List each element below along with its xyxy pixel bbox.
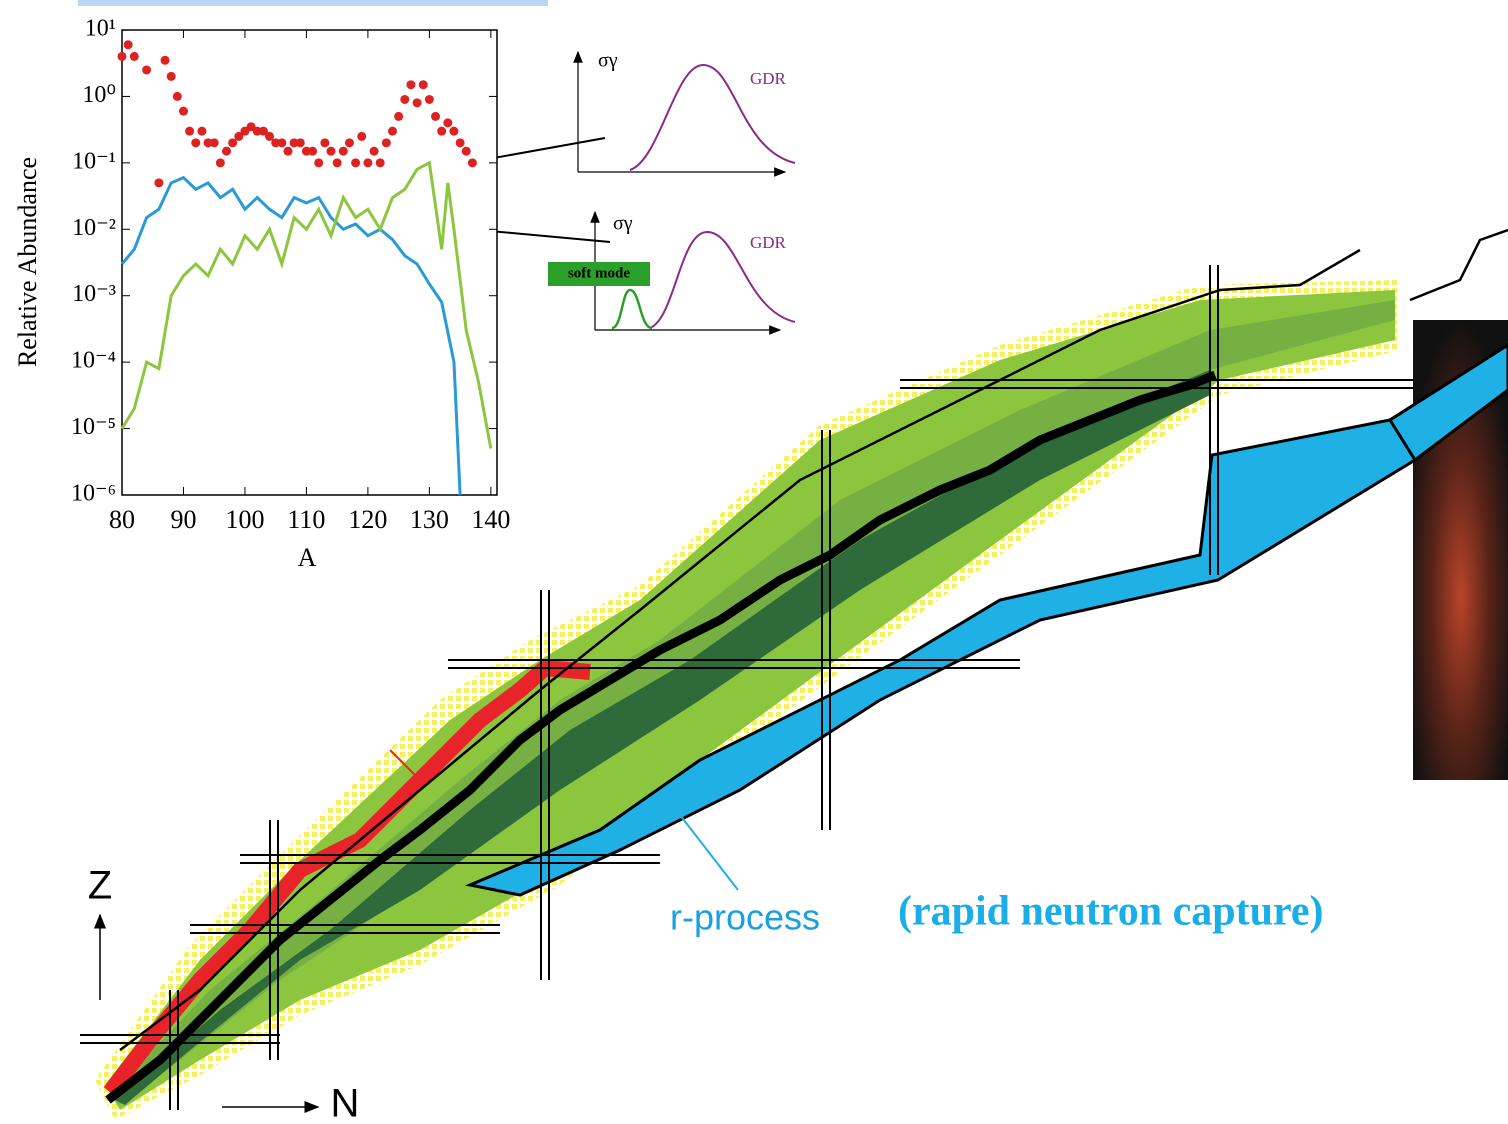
data-point xyxy=(191,138,201,148)
data-point xyxy=(228,138,238,148)
x-tick-label: 110 xyxy=(287,505,325,534)
data-point xyxy=(455,138,465,148)
n-label: N xyxy=(331,1082,360,1124)
data-point xyxy=(283,146,293,156)
stable-band xyxy=(105,290,1395,1110)
data-point xyxy=(117,51,127,61)
data-point xyxy=(406,80,416,90)
data-point xyxy=(129,51,139,61)
inset-ylabel: σγ xyxy=(598,50,618,72)
blue-r-process-tip xyxy=(1387,343,1508,463)
data-point xyxy=(166,71,176,81)
data-point xyxy=(357,131,367,141)
inset-ylabel: σγ xyxy=(613,213,633,235)
data-point xyxy=(424,94,434,104)
x-tick-label: 140 xyxy=(471,505,510,534)
y-tick-label: 10⁻¹ xyxy=(72,148,116,174)
data-point xyxy=(437,126,447,136)
data-point xyxy=(301,146,311,156)
data-point xyxy=(265,131,275,141)
y-tick-label: 10⁰ xyxy=(82,82,116,108)
data-point xyxy=(277,138,287,148)
data-point xyxy=(154,178,164,188)
data-point xyxy=(344,138,354,148)
y-tick-label: 10⁻² xyxy=(72,215,116,241)
data-point xyxy=(178,106,188,116)
z-label: Z xyxy=(88,864,112,908)
data-point xyxy=(271,138,281,148)
header-bar xyxy=(78,0,548,6)
data-point xyxy=(363,158,373,168)
data-point xyxy=(203,138,213,148)
y-tick-label: 10¹ xyxy=(85,16,116,42)
data-point xyxy=(381,138,391,148)
data-point xyxy=(418,80,428,90)
data-point xyxy=(431,111,441,121)
data-point xyxy=(394,111,404,121)
gdr-label: GDR xyxy=(750,69,787,88)
r-process-note: (rapid neutron capture) xyxy=(898,889,1323,935)
x-tick-label: 80 xyxy=(109,505,135,534)
data-point xyxy=(222,146,232,156)
data-line xyxy=(120,160,493,449)
data-point xyxy=(326,146,336,156)
blue-r-process xyxy=(464,343,1508,897)
x-tick-label: 120 xyxy=(348,505,387,534)
data-point xyxy=(234,131,244,141)
data-point xyxy=(461,146,471,156)
data-point xyxy=(160,55,170,65)
x-tick-label: 90 xyxy=(170,505,196,534)
data-point xyxy=(369,146,379,156)
y-tick-label: 10⁻⁵ xyxy=(71,414,116,440)
data-point xyxy=(252,126,262,136)
data-point xyxy=(295,138,305,148)
x-tick-label: 100 xyxy=(225,505,264,534)
red-pointer xyxy=(389,749,421,781)
data-point xyxy=(289,138,299,148)
x-axis-label: A xyxy=(298,543,317,572)
data-point xyxy=(338,146,348,156)
nuclide-chart: Z N r-process (rapid neutron capture) xyxy=(80,228,1508,1124)
data-point xyxy=(320,138,330,148)
inset-1: σγ GDR xyxy=(573,50,796,177)
data-point xyxy=(412,98,422,108)
data-point xyxy=(123,40,133,50)
r-process-label: r-process xyxy=(670,897,820,938)
abundance-chart: Relative Abundance A 10¹ 10⁰ 10⁻¹ 10⁻² 10⁻³ 1… xyxy=(13,16,510,572)
data-point xyxy=(467,158,477,168)
data-point xyxy=(351,158,361,168)
magic-lines xyxy=(80,265,1430,1110)
x-tick-label: 130 xyxy=(410,505,449,534)
stable-line xyxy=(105,370,1217,1104)
data-point xyxy=(375,158,385,168)
y-tick-label: 10⁻⁶ xyxy=(71,481,116,507)
data-point xyxy=(215,158,225,168)
data-point xyxy=(387,126,397,136)
data-point xyxy=(197,126,207,136)
data-point xyxy=(443,118,453,128)
data-point xyxy=(258,126,268,136)
inset-2: soft mode σγ GDR xyxy=(548,210,796,335)
y-tick-label: 10⁻⁴ xyxy=(71,348,116,374)
r-process-pointer xyxy=(679,814,739,891)
boundary xyxy=(119,228,1508,1051)
data-point xyxy=(400,94,410,104)
data-point xyxy=(308,146,318,156)
data-point xyxy=(209,138,219,148)
gdr-label: GDR xyxy=(750,233,787,252)
y-tick-label: 10⁻³ xyxy=(72,281,116,307)
data-point xyxy=(449,126,459,136)
data-point xyxy=(172,91,182,101)
data-point xyxy=(332,158,342,168)
data-point xyxy=(142,65,152,75)
data-line xyxy=(120,175,462,496)
dark-band xyxy=(115,370,1210,1105)
soft-mode-label: soft mode xyxy=(568,265,630,281)
data-point xyxy=(185,126,195,136)
y-axis-label: Relative Abundance xyxy=(13,157,42,367)
data-point xyxy=(314,158,324,168)
